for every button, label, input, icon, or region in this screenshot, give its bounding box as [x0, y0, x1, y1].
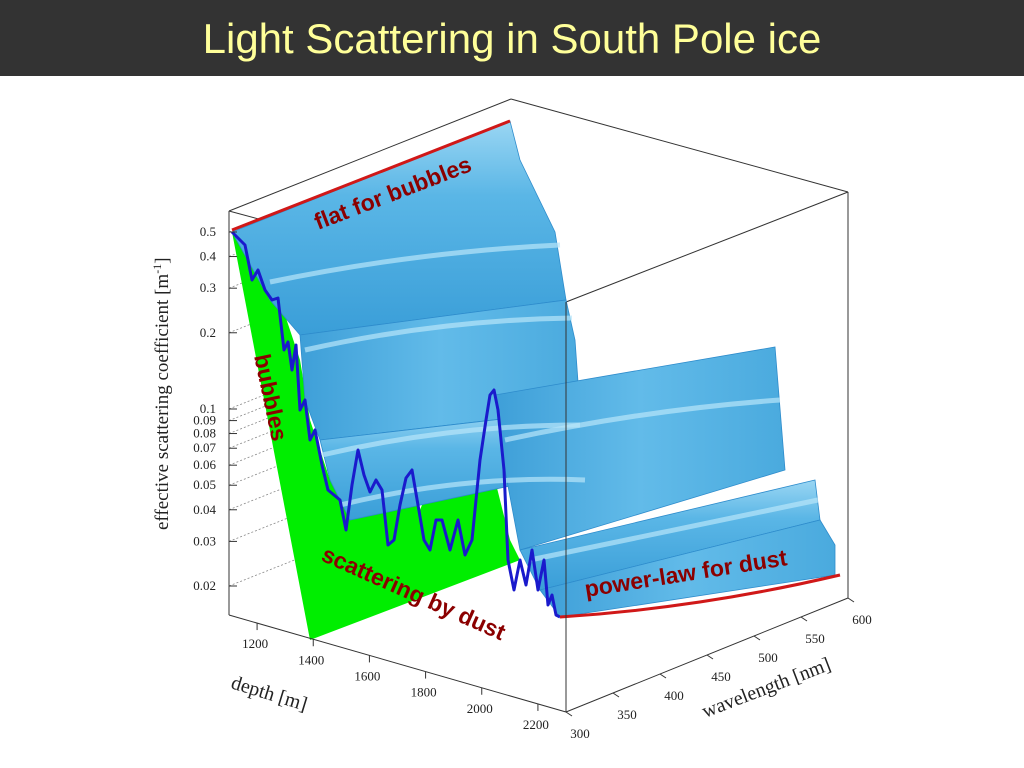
- wavelength-tick-mark: [847, 597, 855, 603]
- surface-panel: [231, 120, 567, 336]
- depth-tick-label: 1400: [298, 652, 324, 667]
- wavelength-tick-label: 550: [805, 631, 825, 646]
- y-tick-label: 0.08: [193, 426, 216, 441]
- depth-tick-label: 1200: [242, 636, 268, 651]
- surface-ridge: [504, 397, 781, 443]
- wavelength-tick-mark: [659, 673, 667, 679]
- surface-ridge: [321, 422, 581, 458]
- wavelength-tick-mark: [800, 616, 808, 622]
- wavelength-tick-label: 600: [852, 612, 872, 627]
- surface-ridge: [269, 242, 561, 285]
- depth-tick-label: 2000: [467, 701, 493, 716]
- y-axis-ticks: 0.5 0.4 0.3 0.2 0.10.090.080.07 0.06 0.05 0.04 0…: [193, 224, 237, 593]
- depth-tick-label: 1600: [354, 668, 380, 683]
- y-tick-label: 0.02: [193, 578, 216, 593]
- y-tick-label: 0.1: [200, 401, 216, 416]
- power-law-dust-fit-line: [559, 573, 841, 619]
- y-axis-label: effective scattering coefficient [m-1]: [150, 257, 173, 530]
- y-tick-label: 0.4: [200, 249, 217, 264]
- depth-tick-label: 2200: [523, 717, 549, 732]
- surface-ridge: [529, 497, 819, 563]
- wavelength-tick-mark: [706, 654, 714, 660]
- wavelength-tick-mark: [612, 692, 620, 698]
- y-tick-label: 0.04: [193, 502, 216, 517]
- surface-panels: [231, 120, 836, 618]
- slide-title: Light Scattering in South Pole ice: [202, 15, 822, 62]
- y-tick-label: 0.03: [193, 533, 216, 548]
- surface-ridge: [339, 476, 586, 508]
- wavelength-tick-mark: [565, 711, 573, 717]
- y-tick-label: 0.2: [200, 325, 216, 340]
- title-bar: [0, 0, 1024, 76]
- wavelength-tick-mark: [753, 635, 761, 641]
- wavelength-tick-label: 450: [711, 669, 731, 684]
- depth-tick-label: 1800: [411, 685, 437, 700]
- y-tick-label: 0.5: [200, 224, 216, 239]
- surface-ridge: [304, 315, 573, 353]
- wavelength-tick-label: 400: [664, 688, 684, 703]
- wavelength-axis-ticks: 300 350 400 450 500 550 600: [565, 597, 872, 741]
- flat-bubbles-fit-line: [231, 119, 511, 232]
- y-tick-label: 0.09: [193, 413, 216, 428]
- wavelength-tick-label: 300: [570, 726, 590, 741]
- wavelength-tick-label: 500: [758, 650, 778, 665]
- y-tick-label: 0.05: [193, 477, 216, 492]
- depth-axis-ticks: 1200 1400 1600 1800 2000 2200: [242, 623, 549, 732]
- wavelength-tick-label: 350: [617, 707, 637, 722]
- depth-axis-label: depth [m]: [229, 672, 310, 716]
- y-tick-label: 0.3: [200, 280, 216, 295]
- y-tick-label: 0.07: [193, 440, 216, 455]
- y-tick-label: 0.06: [193, 457, 216, 472]
- depth-profile-line: [230, 230, 561, 619]
